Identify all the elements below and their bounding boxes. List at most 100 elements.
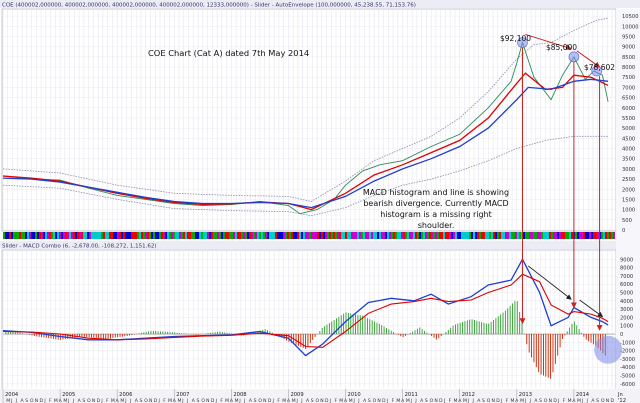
month-label: A (306, 398, 310, 403)
month-label: J (357, 398, 359, 403)
trend-arrow-2 (576, 50, 601, 68)
color-band-cell (537, 232, 539, 239)
month-label: M (463, 398, 467, 403)
month-label: N (492, 398, 495, 403)
color-band-cell (477, 232, 479, 239)
month-label: F (277, 398, 280, 403)
color-band-cell (299, 232, 301, 239)
color-band-cell (173, 232, 175, 239)
month-label: J (300, 398, 302, 403)
color-band-cell (415, 232, 417, 239)
y-tick-label: 500 (622, 218, 632, 224)
color-band-cell (437, 232, 439, 239)
color-band-cell (183, 232, 185, 239)
color-band-cell (407, 232, 409, 239)
y-tick-label: 3000 (620, 307, 633, 313)
color-band-cell (311, 232, 313, 239)
month-label: M (63, 398, 67, 403)
color-band-cell (113, 232, 115, 239)
color-band-cell (551, 232, 553, 239)
y-tick-label: 9000 (622, 45, 635, 51)
color-band-cell (497, 232, 499, 239)
color-band-cell (89, 232, 91, 239)
color-band-cell (63, 232, 65, 239)
month-label: N (263, 398, 266, 403)
color-band-cell (569, 232, 571, 239)
month-label: J (353, 398, 355, 403)
color-band-cell (479, 232, 481, 239)
color-band-cell (285, 232, 287, 239)
color-band-cell (229, 232, 231, 239)
month-label: D (154, 398, 158, 403)
color-band-cell (409, 232, 411, 239)
note-line-2: bearish divergence. Currently MACD (363, 199, 508, 208)
color-band-cell (449, 232, 451, 239)
color-band-cell (513, 232, 515, 239)
divergence-arrow-2 (579, 299, 604, 318)
color-band-cell (363, 232, 365, 239)
color-band-cell (485, 232, 487, 239)
color-band-cell (481, 232, 483, 239)
month-label: S (368, 398, 371, 403)
color-band-cell (489, 232, 491, 239)
color-band-cell (279, 232, 281, 239)
color-band-cell (39, 232, 41, 239)
y-tick-label: 1500 (622, 197, 635, 203)
color-band-cell (405, 232, 407, 239)
color-band-cell (473, 232, 475, 239)
color-band-cell (187, 232, 189, 239)
year-label: 2011 (405, 392, 418, 398)
color-band-cell (587, 232, 589, 239)
color-band-cell (467, 232, 469, 239)
y-tick-label: 6000 (622, 106, 635, 112)
color-band-cell (261, 232, 263, 239)
color-band-cell (579, 232, 581, 239)
month-label: F (335, 398, 338, 403)
month-label: M (406, 398, 410, 403)
macd-highlight (594, 335, 623, 364)
month-label: S (311, 398, 314, 403)
month-label: J (124, 398, 126, 403)
year-label: 2007 (176, 392, 189, 398)
y-tick-label: -6000 (620, 382, 635, 388)
color-band-cell (441, 232, 443, 239)
month-label: O (373, 398, 377, 403)
color-band-cell (103, 232, 105, 239)
color-band-cell (525, 232, 527, 239)
month-label: J (471, 398, 473, 403)
color-band-cell (355, 232, 357, 239)
y-tick-label: 7000 (620, 274, 633, 280)
month-label: N (549, 398, 552, 403)
month-label: M (178, 398, 182, 403)
color-band-cell (131, 232, 133, 239)
y-tick-label: -3000 (620, 357, 635, 363)
month-label: J (129, 398, 131, 403)
color-band-cell (461, 232, 463, 239)
divergence-arrow-1 (527, 265, 572, 300)
y-tick-label: 6000 (620, 282, 633, 288)
color-band-cell (297, 232, 299, 239)
macd-y-axis: 9000 8000 7000 6000 5000 4000 3000 2000 1000 0 -10… (620, 257, 635, 388)
x-year-marker: '12 (618, 398, 626, 403)
color-band-cell (127, 232, 129, 239)
color-band-cell (41, 232, 43, 239)
month-label: O (201, 398, 205, 403)
color-band-cell (175, 232, 177, 239)
color-band-cell (343, 232, 345, 239)
color-band-cell (125, 232, 127, 239)
color-band-cell (73, 232, 75, 239)
color-band-cell (465, 232, 467, 239)
year-label: 2010 (348, 392, 361, 398)
color-band-cell (181, 232, 183, 239)
color-band-cell (81, 232, 83, 239)
color-band-cell (163, 232, 165, 239)
month-label: D (553, 398, 557, 403)
month-label: O (258, 398, 262, 403)
color-band-cell (511, 232, 513, 239)
color-band-cell (557, 232, 559, 239)
y-tick-label: 6500 (622, 96, 635, 102)
color-band-cell (295, 232, 297, 239)
month-label: J (524, 398, 526, 403)
color-band-cell (11, 232, 13, 239)
month-label: A (116, 398, 120, 403)
